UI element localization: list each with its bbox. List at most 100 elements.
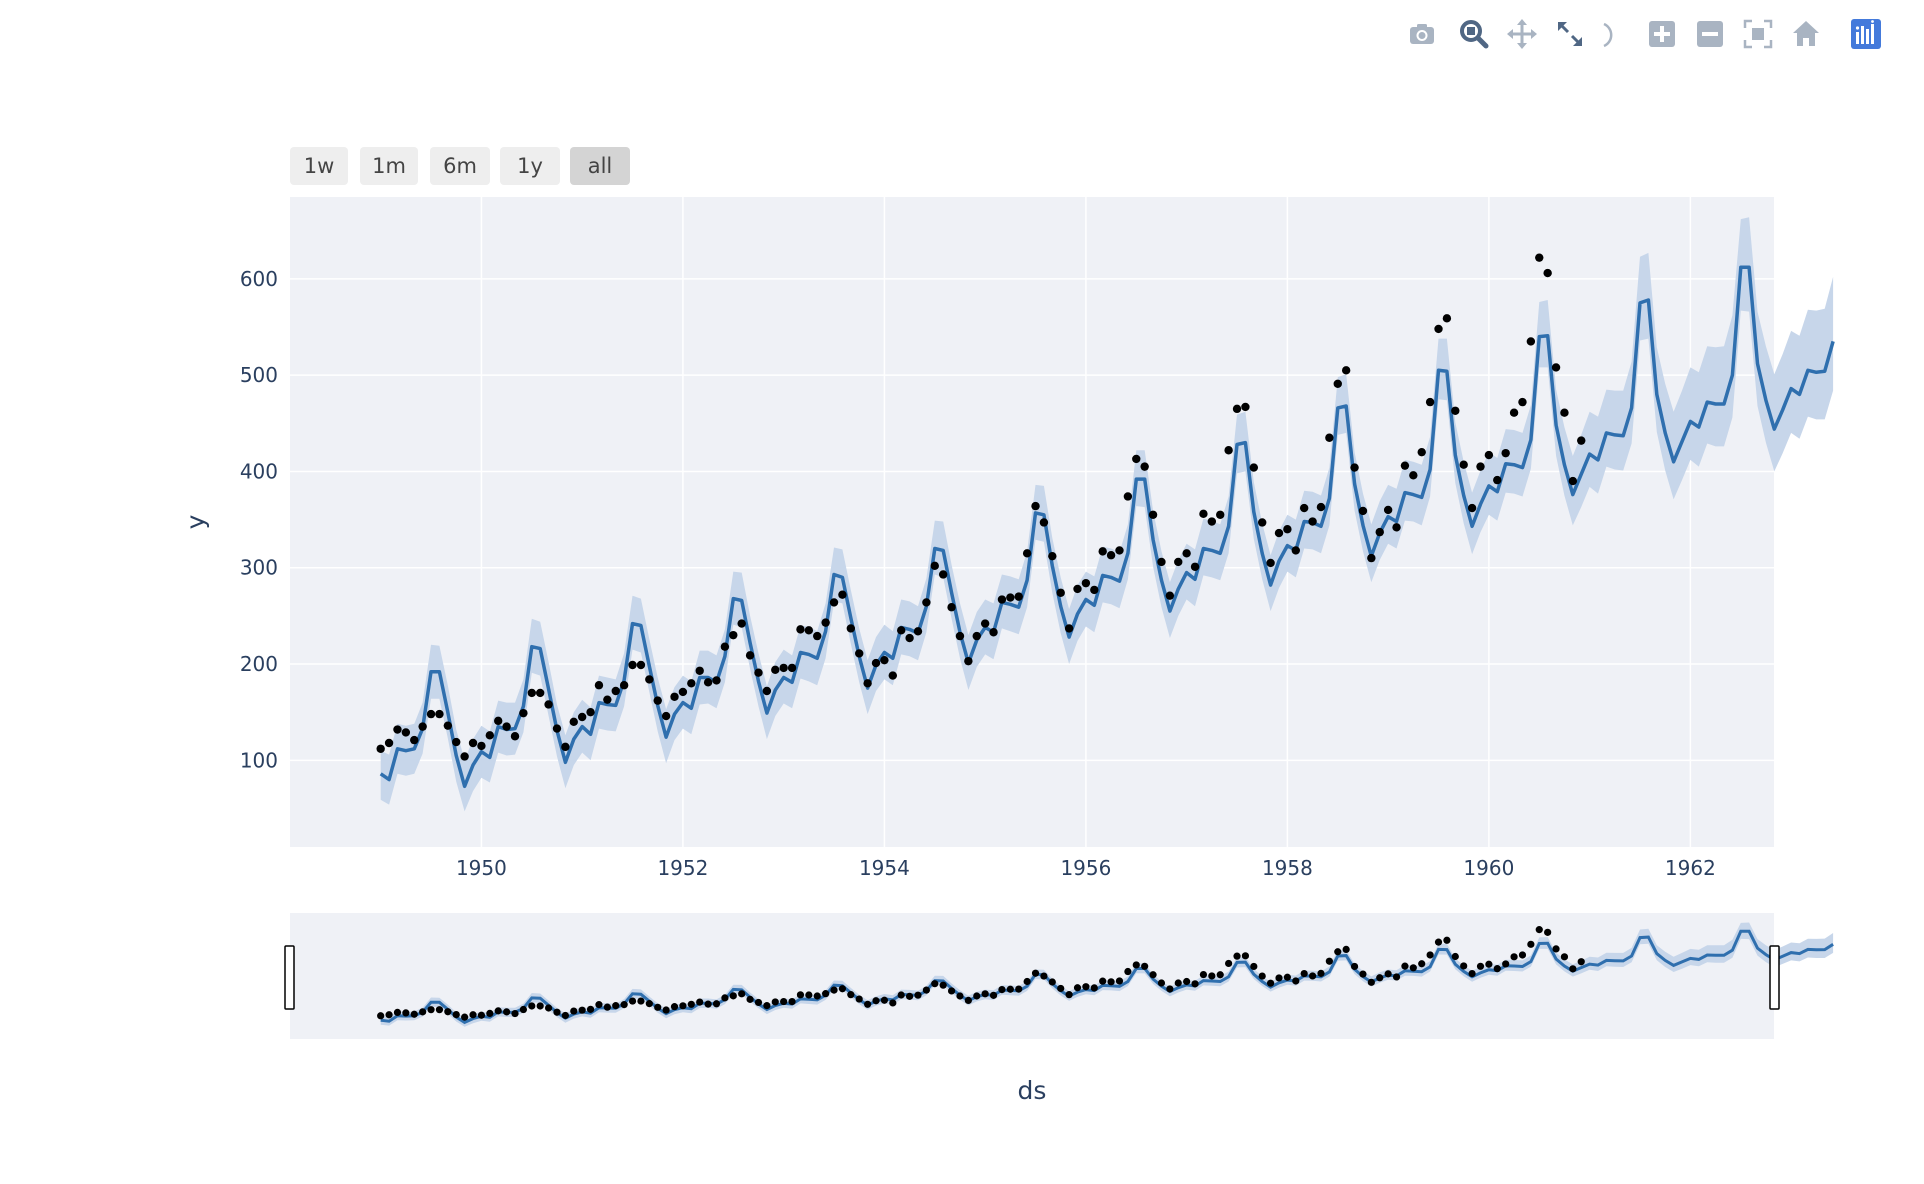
range-slider-point (1132, 961, 1140, 969)
range-slider-point (872, 997, 880, 1005)
range-slider-point (1183, 977, 1191, 986)
range-slider-point (687, 1000, 695, 1008)
zoom-in-icon[interactable] (1644, 14, 1680, 54)
lasso-icon[interactable] (1592, 14, 1628, 54)
range-slider-point (1149, 971, 1157, 979)
actual-point (1258, 518, 1267, 527)
actual-point (964, 656, 973, 666)
actual-point (888, 671, 898, 680)
actual-point (485, 731, 495, 740)
actual-point (452, 737, 461, 747)
actual-point (410, 735, 419, 745)
range-slider-point (914, 991, 922, 999)
actual-point (653, 696, 662, 705)
actual-point (1115, 546, 1124, 555)
actual-point (393, 725, 402, 734)
plotly-logo-icon[interactable] (1848, 14, 1884, 54)
actual-point (1509, 408, 1519, 417)
range-slider-point (1384, 970, 1392, 978)
range-button-1y[interactable]: 1y (500, 147, 560, 185)
y-axis-title: y (181, 514, 210, 529)
range-slider-point (1350, 962, 1359, 971)
actual-point (947, 603, 956, 612)
range-slider-point (905, 992, 914, 1000)
range-slider-point (603, 1003, 611, 1011)
actual-point (729, 630, 738, 640)
actual-point (1132, 454, 1141, 464)
actual-point (821, 618, 830, 627)
range-slider-point (620, 1001, 628, 1009)
range-slider-point (1560, 953, 1569, 961)
zoom-icon[interactable] (1456, 14, 1492, 54)
range-slider-point (964, 996, 972, 1005)
range-slider-point (477, 1011, 486, 1019)
home-icon[interactable] (1788, 14, 1824, 54)
range-button-all[interactable]: all (570, 147, 630, 185)
actual-point (1199, 509, 1208, 519)
actual-point (1283, 525, 1292, 534)
actual-point (1224, 446, 1233, 455)
range-slider-point (1527, 940, 1535, 948)
actual-point (863, 679, 872, 688)
actual-point (813, 631, 822, 641)
range-slider-point (1359, 970, 1367, 978)
range-slider-point (738, 990, 746, 998)
range-slider-point (1267, 979, 1275, 987)
actual-point (1174, 557, 1183, 567)
range-slider-point (1057, 984, 1065, 993)
range-slider-point (696, 998, 704, 1006)
actual-point (1358, 506, 1368, 516)
range-button-6m[interactable]: 6m (430, 147, 490, 185)
range-slider-left-handle[interactable] (284, 945, 295, 1010)
actual-point (527, 688, 536, 698)
range-slider-point (402, 1009, 410, 1017)
actual-point (703, 678, 713, 687)
y-tick-label: 600 (240, 267, 278, 291)
actual-point (569, 717, 578, 727)
reset-axes-icon[interactable] (1740, 14, 1776, 54)
actual-point (1190, 562, 1200, 571)
actual-point (1274, 528, 1284, 538)
range-slider-point (989, 991, 998, 999)
autoscale-icon[interactable] (1552, 14, 1588, 54)
range-slider-point (435, 1006, 444, 1014)
actual-point (1501, 448, 1510, 458)
actual-point (502, 722, 511, 731)
range-slider-point (1233, 952, 1241, 960)
actual-point (1241, 402, 1250, 412)
range-slider-point (1518, 951, 1527, 959)
range-slider-point (1544, 928, 1552, 936)
range-slider[interactable] (284, 913, 1834, 1039)
range-slider-point (855, 995, 863, 1003)
range-slider-point (721, 994, 729, 1002)
range-slider-right-handle[interactable] (1769, 945, 1780, 1010)
actual-point (796, 625, 805, 634)
range-slider-point (1006, 985, 1014, 993)
actual-point (871, 658, 881, 668)
range-slider-point (754, 998, 763, 1007)
range-slider-point (595, 1001, 603, 1009)
actual-point (1123, 492, 1133, 501)
range-slider-point (486, 1009, 494, 1018)
actual-point (1383, 505, 1393, 515)
range-slider-point (1460, 962, 1468, 970)
pan-icon[interactable] (1504, 14, 1540, 54)
x-tick-label: 1958 (1262, 856, 1313, 880)
range-slider-point (1199, 970, 1208, 979)
actual-point (519, 708, 528, 718)
range-slider-point (889, 999, 897, 1007)
range-button-1w[interactable]: 1w (290, 147, 348, 185)
range-slider-point (813, 992, 821, 1000)
zoom-out-icon[interactable] (1692, 14, 1728, 54)
actual-point (1560, 408, 1569, 417)
range-slider-point (1040, 972, 1048, 980)
camera-icon[interactable] (1404, 14, 1440, 54)
range-slider-point (444, 1008, 452, 1016)
actual-point (913, 627, 923, 636)
range-slider-point (1392, 973, 1401, 981)
range-slider-point (1216, 971, 1224, 979)
actual-point (922, 598, 931, 607)
range-button-1m[interactable]: 1m (360, 147, 418, 185)
range-slider-point (1099, 977, 1107, 985)
actual-point (561, 742, 570, 752)
